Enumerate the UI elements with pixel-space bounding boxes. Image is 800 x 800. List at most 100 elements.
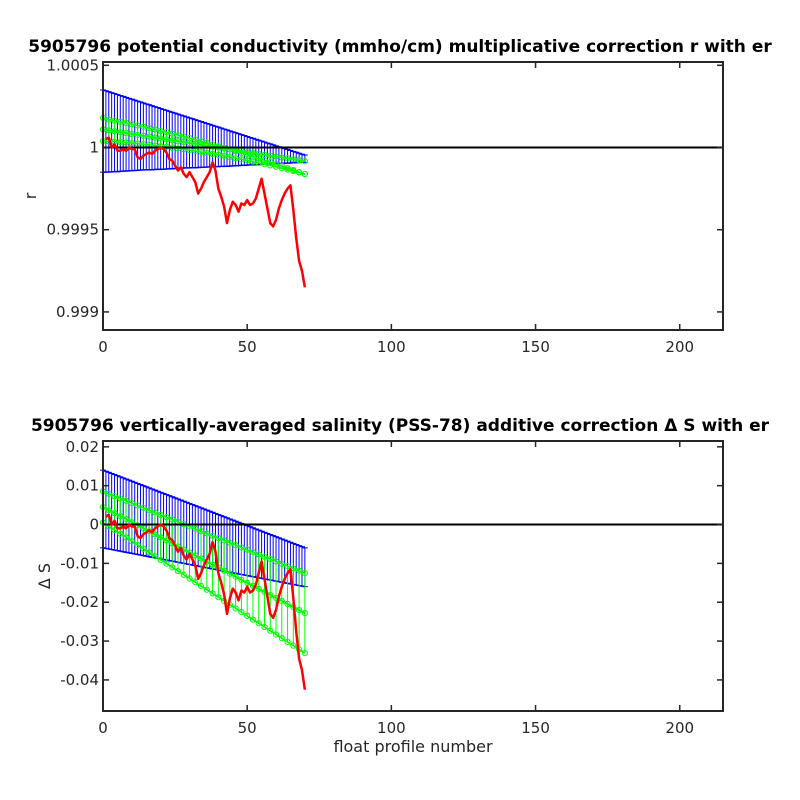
fit-band-marker [122,119,130,127]
fit-band-marker [163,514,170,521]
fit-band-marker [174,138,182,145]
fit-band-marker [197,528,205,535]
fit-band-marker [249,616,257,623]
fit-band-marker [111,493,118,500]
fit-band-marker [180,571,187,578]
fit-band-marker [295,157,303,164]
fit-band-marker [203,139,210,146]
fit-band-marker [249,149,257,157]
fit-band-marker [301,170,308,178]
fit-band-marker [278,154,285,161]
fit-band-marker [238,156,245,163]
fit-band-marker [111,510,118,517]
panel-conductivity: 5905796 potential conductivity (mmho/cm)… [21,37,772,356]
fit-band-marker [244,149,251,156]
fit-band-marker [111,128,118,135]
x-tick-label: 50 [238,338,257,356]
error-envelope-upper [102,89,306,156]
fit-band-marker [140,525,147,532]
fit-band-marker [117,530,124,537]
fit-band-marker [180,138,187,146]
fit-band-marker [169,516,176,523]
fit-band-marker [134,541,141,549]
fit-band-marker [174,567,182,575]
fit-band-marker [284,600,291,608]
fit-band-marker [128,538,135,545]
fit-band-marker [163,560,170,567]
fit-band-marker [151,126,159,133]
fit-band-marker [140,504,147,511]
fit-band-marker [140,132,147,139]
x-tick-label: 100 [377,338,406,356]
fit-band-marker [255,551,262,558]
fit-band-marker [232,155,239,162]
fit-band-marker [232,573,239,580]
x-tick-label: 50 [238,719,257,737]
x-axis-label: float profile number [333,737,493,756]
fit-band-marker [134,502,141,509]
chart-title: 5905796 potential conductivity (mmho/cm)… [28,37,772,57]
fit-band-marker [192,140,199,147]
fit-band-marker [238,148,245,155]
fit-band-marker [284,166,291,173]
fit-band-marker [238,544,245,551]
y-axis-label: r [21,192,40,199]
fit-band-marker [122,497,130,504]
fit-band-marker [151,531,159,538]
fit-band-marker [117,118,124,125]
fit-band-marker [197,555,205,562]
fit-band-marker [117,495,124,502]
fit-band-marker [284,638,291,646]
fit-band-lower [102,521,306,654]
fit-band-marker [174,132,182,139]
x-tick-label: 0 [98,719,108,737]
x-axis: 0 50 100 150 200 [98,62,694,356]
fit-band-marker [122,534,130,541]
fit-band-marker [244,157,251,164]
fit-band-marker [244,612,251,619]
fit-band-marker [290,642,297,649]
fit-band-marker [169,137,176,144]
fit-band-marker [140,123,147,130]
fit-band-marker [261,151,268,158]
correction-line [105,513,307,690]
x-tick-label: 200 [665,338,694,356]
fit-band-marker [105,116,112,123]
fit-band-marker [146,133,153,140]
fit-band-marker [192,579,199,586]
fit-band-marker [169,130,176,137]
fit-band-marker [244,579,251,586]
error-envelope-upper [102,469,306,549]
y-axis: 0.999 0.9995 1 1.0005 [47,56,723,321]
fit-band-marker [255,585,262,592]
plot-marks [99,469,723,690]
fit-band-marker [278,635,285,642]
y-axis-label: Δ S [35,563,54,589]
fit-band-upper [102,490,306,574]
fit-band-marker [267,556,274,563]
x-tick-label: 150 [521,719,550,737]
fit-band-marker [203,586,210,593]
fit-band-marker [272,631,280,638]
fit-band-marker [272,163,280,170]
y-tick-label: -0.04 [60,671,99,689]
fit-band-marker [255,159,262,167]
fit-band-marker [290,156,297,163]
fit-band-marker [226,570,233,577]
fit-band-marker [261,161,268,168]
y-tick-label: 1 [89,138,99,156]
fit-band-marker [301,650,308,657]
fit-band-marker [284,562,291,570]
fit-band-marker [128,139,135,147]
fit-band-marker [209,150,216,158]
fit-band-marker [146,124,153,132]
fit-band-marker [284,155,291,162]
fit-band-marker [244,151,251,158]
fit-band-marker [203,530,210,537]
y-tick-label: -0.02 [60,593,99,611]
fit-band-marker [151,509,159,516]
fit-band-marker [151,134,159,141]
fit-band-marker [197,582,205,590]
fit-band-marker [209,532,216,539]
